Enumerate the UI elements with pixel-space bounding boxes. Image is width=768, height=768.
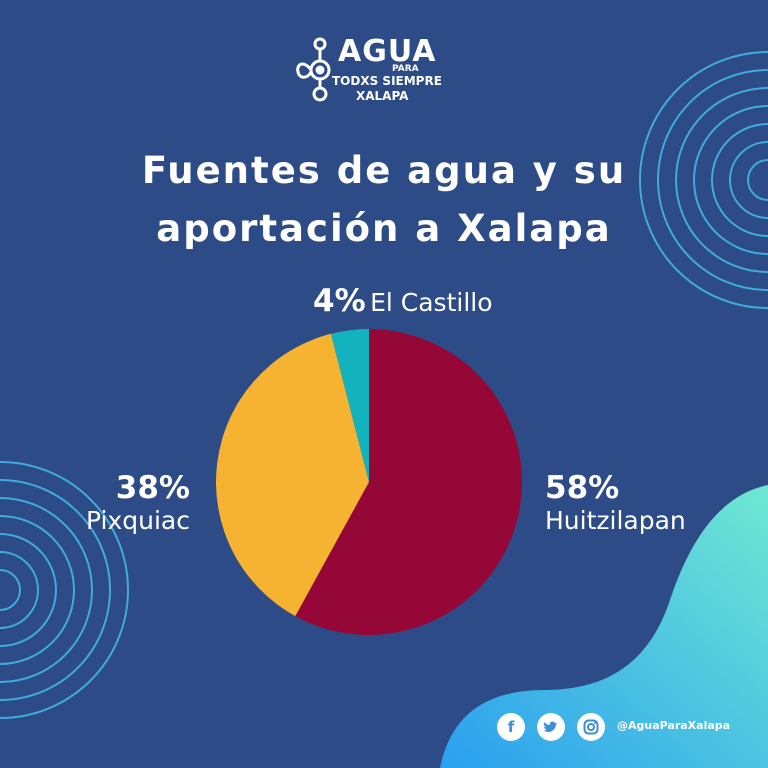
logo-para: PARA bbox=[392, 64, 419, 74]
pie-slice-pixquiac bbox=[215, 333, 369, 617]
facebook-icon[interactable]: f bbox=[497, 713, 525, 741]
pie-slice-huitzilapan bbox=[295, 329, 522, 636]
slice-name-el-castillo: El Castillo bbox=[370, 288, 493, 317]
label-pixquiac: 38% Pixquiac bbox=[75, 470, 190, 535]
twitter-bird-icon bbox=[543, 721, 558, 732]
slice-percent-el-castillo: 4% bbox=[313, 283, 366, 319]
slice-name-huitzilapan: Huitzilapan bbox=[545, 506, 686, 535]
social-handle[interactable]: @AguaParaXalapa bbox=[617, 719, 731, 732]
pie-slice-el-castillo bbox=[330, 329, 369, 482]
twitter-icon[interactable] bbox=[537, 713, 565, 741]
label-el-castillo: 4% El Castillo bbox=[313, 283, 493, 319]
ring-pattern-top-right bbox=[639, 51, 768, 309]
label-huitzilapan: 58% Huitzilapan bbox=[545, 470, 686, 535]
page-title: Fuentes de agua y su aportación a Xalapa bbox=[0, 142, 768, 258]
slice-percent-huitzilapan: 58% bbox=[545, 470, 620, 506]
wave-shape bbox=[440, 485, 768, 768]
slice-name-pixquiac: Pixquiac bbox=[86, 506, 190, 535]
instagram-icon[interactable] bbox=[577, 713, 605, 741]
logo-city: XALAPA bbox=[356, 89, 409, 103]
logo: AGUA PARA TODXS SIEMPRE XALAPA bbox=[294, 34, 454, 108]
logo-word: AGUA bbox=[338, 34, 437, 69]
instagram-camera-icon bbox=[583, 719, 599, 735]
title-line-2: aportación a Xalapa bbox=[156, 207, 612, 250]
logo-tagline: TODXS SIEMPRE bbox=[332, 74, 442, 88]
slice-percent-pixquiac: 38% bbox=[115, 470, 190, 506]
logo-emblem-icon bbox=[296, 37, 331, 102]
ring-pattern-left bbox=[0, 461, 129, 719]
title-line-1: Fuentes de agua y su bbox=[141, 149, 627, 192]
